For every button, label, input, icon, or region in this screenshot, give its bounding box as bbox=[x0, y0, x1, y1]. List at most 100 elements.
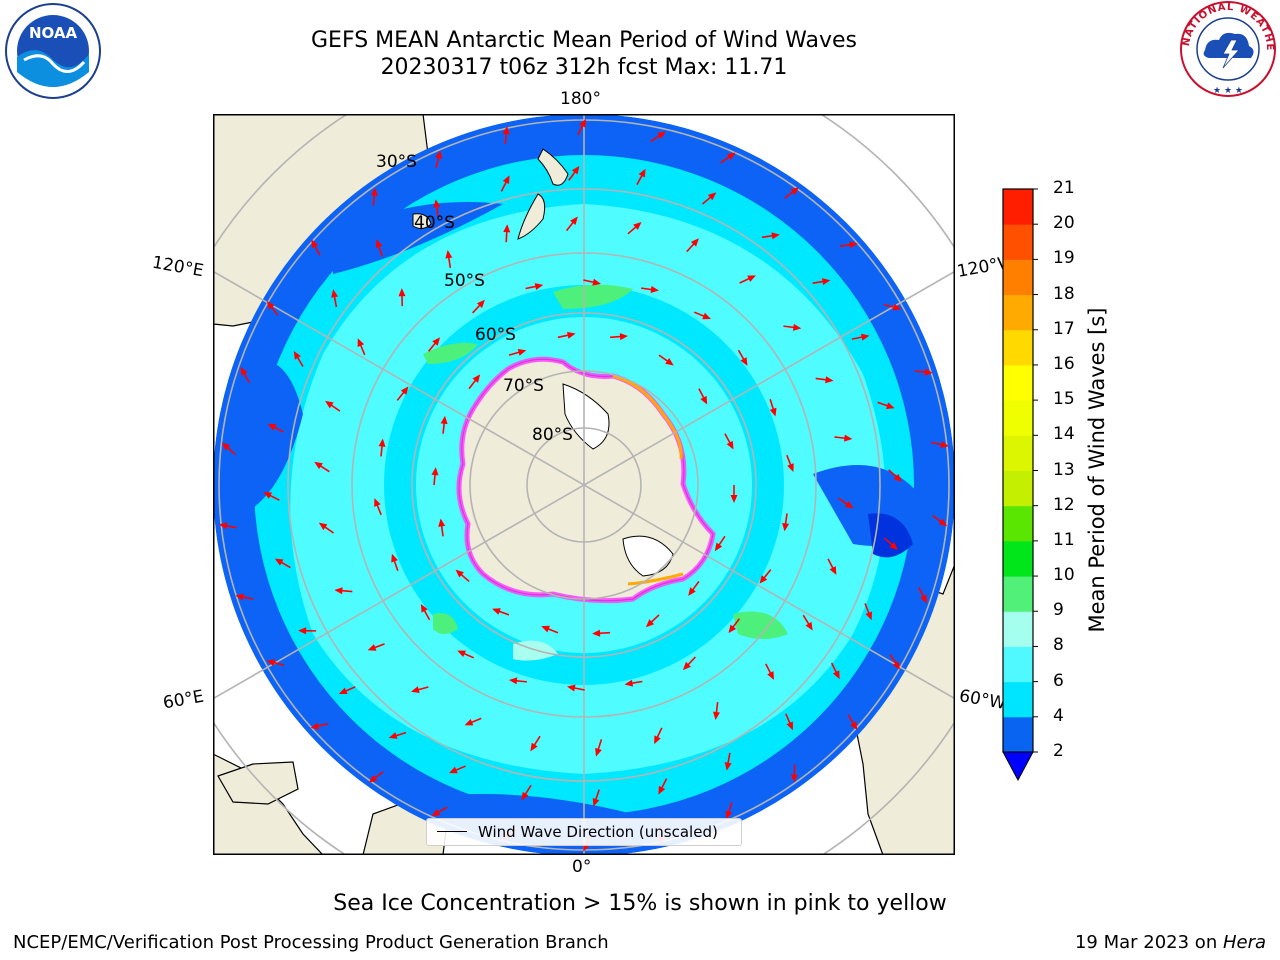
colorbar-tick-label: 17 bbox=[1053, 318, 1075, 339]
wind-wave-arrowhead bbox=[740, 357, 748, 366]
wind-wave-arrowhead bbox=[235, 593, 244, 601]
wind-wave-arrowhead bbox=[492, 608, 501, 615]
wind-wave-arrowhead bbox=[410, 686, 420, 693]
wind-wave-arrowhead bbox=[892, 303, 902, 311]
wind-wave-arrowhead bbox=[440, 415, 448, 425]
wind-wave-arrowhead bbox=[267, 423, 277, 431]
wind-wave-arrowhead bbox=[726, 440, 734, 450]
wind-wave-arrowhead bbox=[448, 766, 458, 774]
wind-wave-arrows bbox=[218, 118, 949, 852]
colorbar-segment bbox=[1003, 681, 1033, 718]
antarctic-map bbox=[213, 114, 955, 855]
colorbar-segment bbox=[1003, 611, 1033, 647]
wind-wave-arrowhead bbox=[263, 492, 273, 499]
wind-wave-arrowhead bbox=[334, 587, 343, 595]
wind-wave-arrowhead bbox=[433, 199, 441, 208]
wind-wave-arrowhead bbox=[767, 671, 774, 680]
legend-label: Wind Wave Direction (unscaled) bbox=[478, 823, 718, 841]
wind-wave-arrowhead bbox=[370, 187, 378, 196]
colorbar-tick-label: 10 bbox=[1053, 565, 1075, 586]
colorbar-segment bbox=[1003, 435, 1033, 471]
wind-wave-arrowhead bbox=[367, 644, 377, 651]
wind-wave-arrowhead bbox=[730, 495, 738, 503]
wind-wave-arrowhead bbox=[747, 275, 756, 282]
wind-wave-arrowhead bbox=[368, 774, 378, 783]
wind-wave-arrowhead bbox=[502, 175, 510, 185]
sea-ice-note: Sea Ice Concentration > 15% is shown in … bbox=[333, 891, 947, 916]
wind-wave-arrowhead bbox=[654, 735, 661, 745]
wind-wave-arrowhead bbox=[724, 762, 732, 771]
footer-machine: Hera bbox=[1222, 932, 1266, 953]
wind-wave-arrowhead bbox=[790, 774, 798, 783]
wind-wave-arrowhead bbox=[707, 192, 717, 201]
ice-shelf-weddell bbox=[622, 535, 674, 577]
wind-wave-arrowhead bbox=[566, 684, 576, 692]
wind-wave-arrowhead bbox=[314, 461, 323, 470]
wind-wave-arrowhead bbox=[570, 216, 578, 225]
wind-wave-arrowhead bbox=[682, 661, 691, 671]
wind-wave-arrowhead bbox=[541, 625, 550, 633]
wind-wave-arrowhead bbox=[940, 441, 949, 448]
wind-wave-arrowhead bbox=[657, 131, 666, 139]
colorbar-segment bbox=[1003, 294, 1033, 331]
wind-wave-arrowhead bbox=[221, 442, 231, 451]
noaa-logo: NOAA bbox=[5, 3, 101, 99]
wind-wave-arrowhead bbox=[431, 467, 439, 476]
wind-wave-arrowhead bbox=[517, 349, 527, 356]
chart-title: GEFS MEAN Antarctic Mean Period of Wind … bbox=[311, 28, 857, 53]
colorbar-tick-label: 12 bbox=[1053, 494, 1075, 515]
colorbar-segment bbox=[1003, 540, 1033, 577]
wind-wave-arrowhead bbox=[310, 722, 320, 730]
wind-wave-arrowhead bbox=[435, 150, 442, 159]
legend-line-marker bbox=[437, 831, 467, 832]
colorbar-segment bbox=[1003, 646, 1033, 683]
colorbar-segment bbox=[1003, 400, 1033, 436]
wind-wave-arrowhead bbox=[378, 438, 386, 447]
wind-wave-arrowhead bbox=[726, 152, 736, 160]
wind-wave-arrowhead bbox=[432, 337, 441, 346]
wind-wave-arrowhead bbox=[645, 619, 655, 628]
wind-wave-arrowhead bbox=[843, 434, 853, 442]
wind-wave-arrowhead bbox=[638, 168, 646, 178]
footer-date: 19 Mar 2023 on Hera bbox=[1075, 932, 1266, 953]
wind-wave-arrowhead bbox=[420, 603, 428, 613]
colorbar-tick-label: 2 bbox=[1053, 741, 1064, 761]
wind-wave-arrowhead bbox=[844, 501, 854, 509]
wind-wave-arrowhead bbox=[266, 659, 276, 667]
wind-wave-arrowhead bbox=[298, 627, 307, 635]
colorbar-tick-label: 14 bbox=[1053, 424, 1075, 445]
lat-label-70s: 70°S bbox=[503, 376, 544, 396]
map-frame bbox=[213, 114, 955, 855]
colorbar-tick-label: 11 bbox=[1053, 529, 1075, 550]
lat-label-50s: 50°S bbox=[444, 271, 485, 291]
wind-wave-arrowhead bbox=[792, 323, 802, 331]
land-madagascar bbox=[217, 761, 299, 805]
lon-label-0: 0° bbox=[572, 857, 592, 877]
colorbar-tick-label: 15 bbox=[1053, 389, 1075, 410]
wind-wave-arrowhead bbox=[624, 679, 634, 687]
colorbar-segment bbox=[1003, 364, 1033, 401]
colorbar-segment bbox=[1003, 576, 1033, 612]
wind-wave-arrowhead bbox=[357, 338, 365, 347]
wind-wave-arrowhead bbox=[712, 711, 720, 721]
colorbar-tick-label: 9 bbox=[1053, 600, 1064, 621]
wind-wave-arrowhead bbox=[865, 611, 872, 621]
wind-wave-arrowhead bbox=[311, 239, 319, 249]
wind-wave-arrowhead bbox=[374, 498, 381, 507]
wind-wave-arrowhead bbox=[650, 286, 659, 293]
colorbar-segment bbox=[1003, 189, 1033, 225]
colorbar-under-triangle bbox=[1002, 751, 1034, 782]
colorbar bbox=[1002, 188, 1038, 782]
wind-wave-arrowhead bbox=[860, 333, 870, 341]
wind-wave-arrowhead bbox=[318, 522, 328, 531]
lon-label-120e: 120°E bbox=[150, 252, 206, 282]
wind-wave-arrowhead bbox=[825, 376, 834, 384]
wind-wave-arrowhead bbox=[571, 165, 580, 175]
wind-wave-arrowhead bbox=[849, 241, 858, 249]
wind-wave-arrowhead bbox=[503, 224, 511, 233]
colorbar-segment bbox=[1003, 224, 1033, 260]
wind-wave-arrowhead bbox=[725, 810, 733, 820]
wind-wave-arrowhead bbox=[266, 301, 275, 310]
lat-label-80s: 80°S bbox=[532, 425, 573, 445]
wind-wave-arrowhead bbox=[893, 473, 902, 482]
